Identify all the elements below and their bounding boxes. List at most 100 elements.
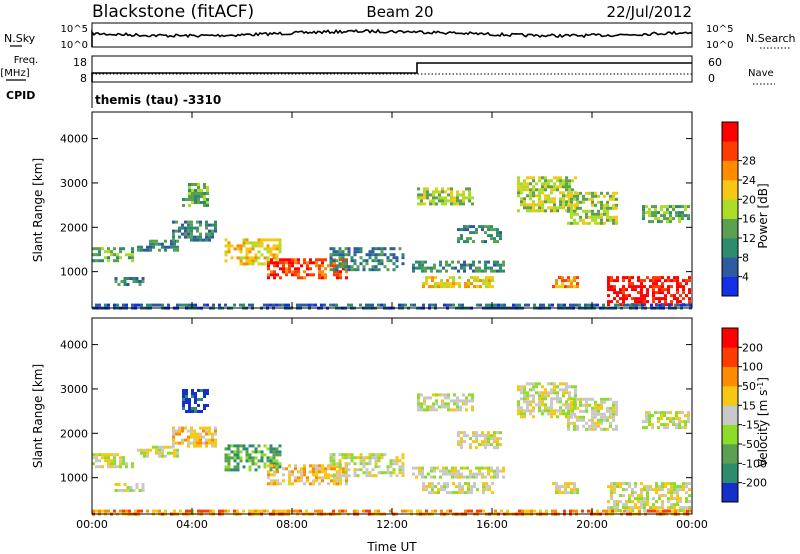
velocity-echo-cell [606,406,609,410]
power-echo-cell [458,276,461,280]
velocity-echo-cell [227,465,231,469]
velocity-echo-cell [248,444,252,448]
power-echo-cell [197,186,200,189]
power-echo-cell [332,247,336,251]
velocity-echo-cell [684,420,687,424]
power-echo-cell [291,264,294,268]
power-echo-cell [657,217,660,221]
power-echo-cell [188,198,191,201]
power-echo-region-10 [417,187,474,206]
power-echo-cell [176,303,179,307]
velocity-echo-cell [487,443,490,447]
power-echo-cell [567,191,570,195]
power-echo-cell [541,203,544,207]
velocity-echo-cell [643,488,646,492]
velocity-echo-cell [545,509,548,513]
velocity-echo-cell [224,447,228,451]
power-echo-cell [110,253,113,257]
velocity-echo-cell [278,453,282,457]
power-echo-cell [485,285,488,289]
velocity-echo-cell [523,397,526,401]
power-echo-cell [104,250,107,254]
power-echo-cell [479,279,482,283]
power-echo-cell [466,263,469,267]
velocity-echo-cell [248,509,251,513]
power-echo-cell [206,189,209,192]
power-echo-cell [206,192,209,195]
velocity-echo-cell [615,424,618,428]
power-echo-cell [245,241,249,245]
power-echo-cell [672,208,675,212]
power-echo-cell [615,218,618,222]
power-echo-cell [434,285,437,289]
velocity-echo-cell [436,466,439,470]
velocity-echo-cell [567,418,570,422]
power-echo-cell [526,185,529,189]
velocity-echo-cell [439,475,442,479]
power-echo-cell [146,245,149,249]
velocity-echo-cell [553,385,556,389]
velocity-echo-cell [426,396,429,400]
power-echo-cell [570,215,573,219]
power-echo-cell [294,261,297,265]
power-echo-cell [116,259,119,263]
velocity-echo-cell [460,475,463,479]
power-echo-cell [476,285,479,289]
velocity-echo-cell [465,408,468,412]
power-echo-cell [688,288,691,292]
power-echo-cell [616,294,619,298]
velocity-echo-cell [455,485,458,489]
velocity-echo-cell [602,509,605,513]
velocity-echo-cell [389,509,392,513]
velocity-echo-cell [208,429,211,433]
power-echo-cell [315,258,318,262]
velocity-echo-cell [179,509,182,513]
velocity-echo-cell [637,500,640,504]
velocity-echo-cell [463,475,466,479]
power-echo-cell [667,279,670,283]
power-echo-cell [404,303,407,307]
power-echo-cell [563,303,566,307]
power-echo-cell [260,262,264,266]
velocity-echo-cell [596,509,599,513]
power-echo-cell [556,176,559,180]
velocity-echo-cell [567,491,570,495]
power-echo-cell [297,267,300,271]
velocity-echo-cell [652,503,655,507]
power-echo-cell [496,240,499,244]
power-echo-cell [128,256,131,260]
power-echo-cell [657,220,660,224]
power-echo-cell [426,196,429,200]
power-echo-cell [565,179,568,183]
velocity-echo-cell [685,506,688,510]
velocity-echo-cell [353,474,357,478]
velocity-echo-cell [529,400,532,404]
power-echo-cell [575,303,578,307]
velocity-echo-cell [603,412,606,416]
velocity-echo-cell [275,468,279,472]
velocity-echo-cell [597,403,600,407]
velocity-echo-cell [496,443,499,447]
beam-title: Beam 20 [366,3,433,21]
velocity-echo-cell [423,396,426,400]
power-echo-cell [172,232,175,236]
power-echo-cell [654,205,657,209]
velocity-echo-cell [517,385,520,389]
power-echo-cell [652,282,655,286]
velocity-echo-cell [643,509,646,513]
power-echo-cell [146,303,149,307]
power-echo-cell [643,285,646,289]
power-echo-cell [457,240,460,244]
velocity-echo-cell [236,450,240,454]
velocity-echo-cell [312,470,315,474]
velocity-echo-cell [535,385,538,389]
power-echo-cell [260,241,264,245]
velocity-echo-cell [329,459,333,463]
power-echo-cell [417,187,420,191]
power-echo-cell [116,303,119,307]
velocity-echo-cell [629,509,632,513]
power-colorbar-frame [721,121,739,297]
velocity-echo-cell [263,453,267,457]
velocity-echo-cell [562,391,565,395]
velocity-echo-cell [194,398,197,401]
